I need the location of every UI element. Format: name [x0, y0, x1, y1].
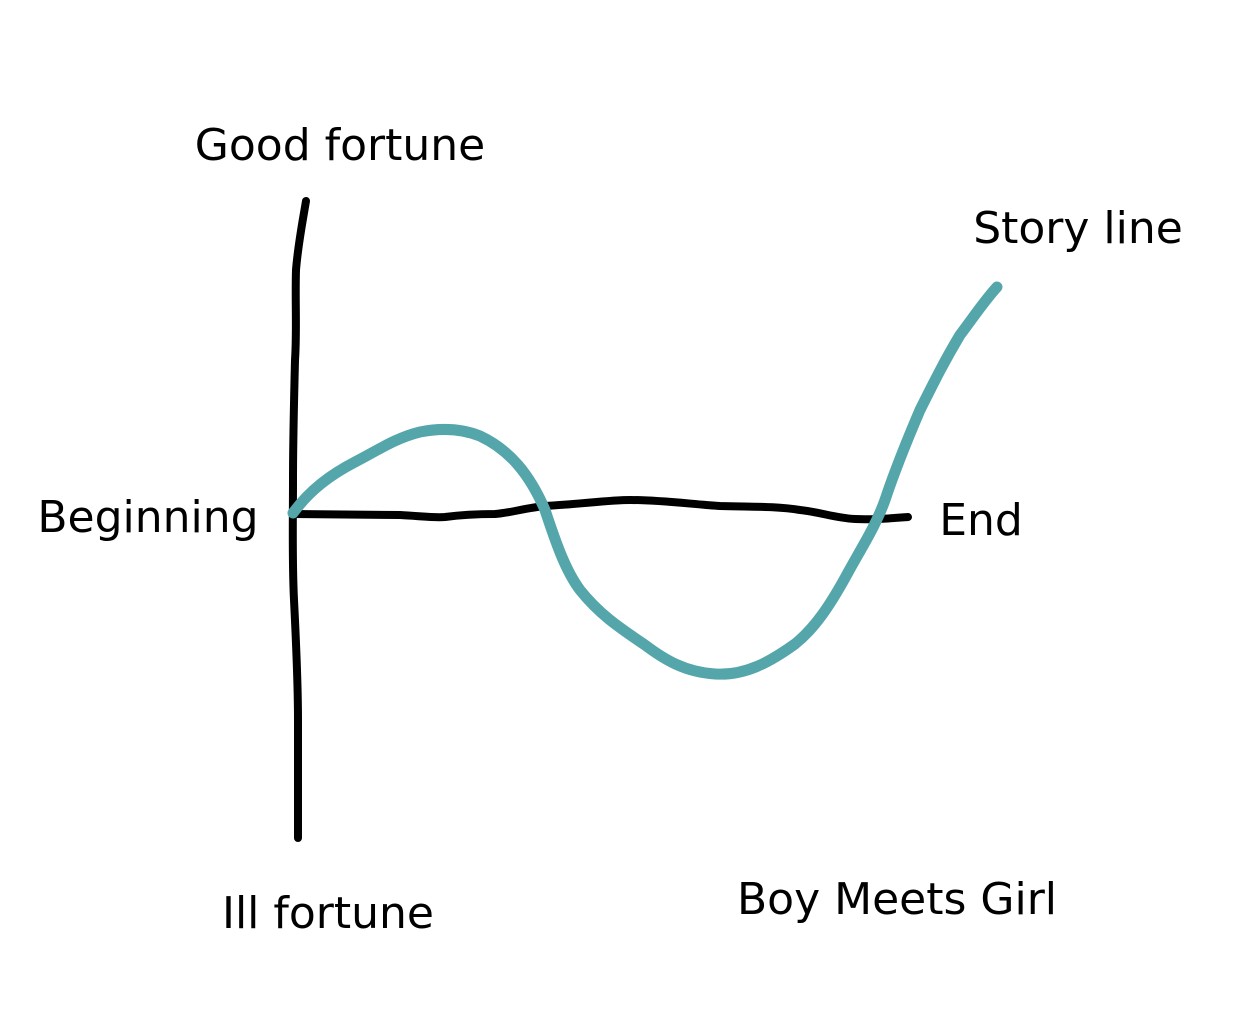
ill-fortune-label: Ill fortune	[222, 888, 434, 939]
beginning-label: Beginning	[37, 492, 258, 543]
story-line-label: Story line	[973, 203, 1183, 254]
fortune-axis	[288, 197, 310, 842]
story-line-curve	[287, 281, 1003, 680]
end-label: End	[939, 495, 1023, 546]
good-fortune-label: Good fortune	[195, 120, 485, 171]
diagram-title: Boy Meets Girl	[737, 874, 1057, 925]
time-axis	[289, 496, 912, 524]
